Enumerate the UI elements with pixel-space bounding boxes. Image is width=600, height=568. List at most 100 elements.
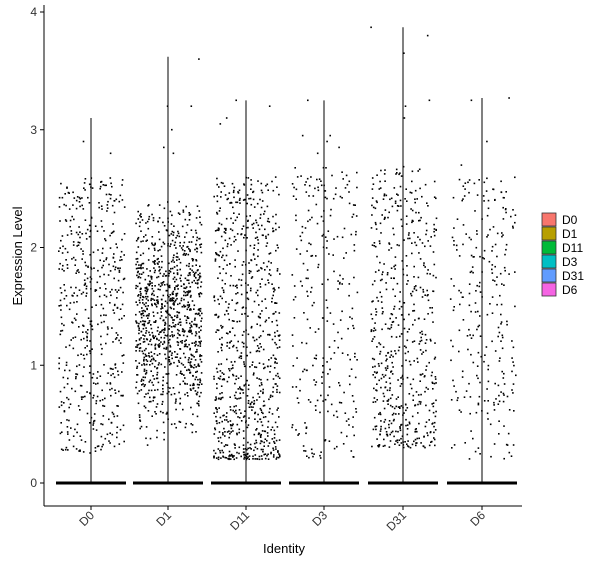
data-point [63, 297, 66, 300]
data-point [151, 381, 153, 384]
data-point [265, 184, 267, 187]
data-point [452, 379, 454, 382]
data-point [213, 299, 216, 302]
data-point [85, 285, 88, 288]
data-point [166, 229, 169, 232]
data-point [68, 208, 71, 210]
legend-swatch-d1 [541, 226, 557, 241]
data-point [493, 443, 496, 445]
data-point [99, 187, 101, 190]
data-point [139, 276, 142, 279]
data-point [251, 409, 253, 411]
data-point [116, 297, 118, 299]
data-point [139, 214, 141, 217]
data-point [330, 208, 332, 211]
data-point [389, 387, 391, 389]
data-point [416, 437, 419, 440]
data-point [274, 176, 277, 178]
data-point [68, 406, 70, 409]
data-point [389, 328, 391, 330]
data-point [406, 433, 409, 436]
data-point [234, 382, 236, 385]
data-point [426, 272, 429, 275]
data-point [138, 322, 140, 325]
data-point [244, 454, 247, 456]
data-point [247, 424, 250, 426]
data-point [502, 377, 505, 379]
data-point [338, 283, 341, 285]
data-point [403, 239, 405, 241]
data-point [497, 403, 500, 405]
data-point [229, 406, 232, 408]
data-point [143, 362, 145, 365]
data-point [138, 264, 140, 266]
data-point [462, 243, 464, 246]
data-point [139, 420, 142, 422]
data-point [184, 366, 186, 368]
data-point [453, 444, 456, 446]
y-tick-label: 0 [30, 476, 37, 490]
data-point [198, 341, 200, 343]
data-point [249, 403, 252, 406]
data-point [185, 205, 187, 208]
data-point [227, 421, 229, 423]
data-point [79, 449, 81, 451]
data-point [190, 229, 193, 231]
data-point [112, 341, 114, 343]
data-point [90, 186, 92, 188]
data-point [174, 315, 176, 317]
data-point [306, 318, 309, 321]
data-point [85, 287, 88, 290]
data-point [476, 233, 478, 235]
data-point [121, 317, 123, 320]
data-point [162, 379, 164, 382]
data-point [379, 242, 381, 245]
data-point [172, 278, 175, 280]
data-point [139, 427, 141, 430]
data-point [160, 363, 163, 366]
data-point [218, 228, 220, 230]
data-point [114, 338, 117, 340]
data-point [102, 443, 104, 446]
data-point [317, 263, 320, 266]
data-point [503, 372, 505, 375]
data-point [242, 261, 245, 263]
data-point [406, 407, 409, 409]
data-point [483, 257, 485, 260]
data-point [297, 402, 300, 404]
data-point [381, 273, 383, 276]
data-point [142, 341, 145, 343]
data-point [400, 175, 403, 177]
data-point [91, 187, 94, 189]
data-point [472, 437, 474, 440]
data-point [260, 433, 262, 436]
data-point [305, 427, 308, 429]
data-point [173, 266, 176, 268]
data-point [371, 340, 373, 342]
data-point [373, 280, 376, 282]
data-point [240, 279, 243, 281]
data-point [58, 305, 60, 307]
data-point [163, 331, 165, 334]
data-point [139, 294, 142, 297]
data-point [179, 383, 181, 386]
data-point [190, 330, 192, 333]
data-point [254, 411, 257, 414]
data-point [192, 259, 194, 262]
data-point [151, 355, 153, 357]
data-point [64, 219, 67, 221]
data-point [238, 428, 241, 431]
data-point [102, 307, 105, 310]
data-point [341, 310, 343, 313]
data-point [165, 413, 168, 415]
data-point [294, 296, 297, 298]
data-point [383, 263, 385, 265]
data-point [157, 381, 160, 384]
data-point [234, 397, 237, 399]
data-point [175, 398, 177, 401]
data-point [349, 316, 351, 318]
data-point [399, 429, 402, 432]
data-point [199, 378, 201, 380]
data-point [419, 286, 422, 289]
data-point [101, 389, 103, 392]
